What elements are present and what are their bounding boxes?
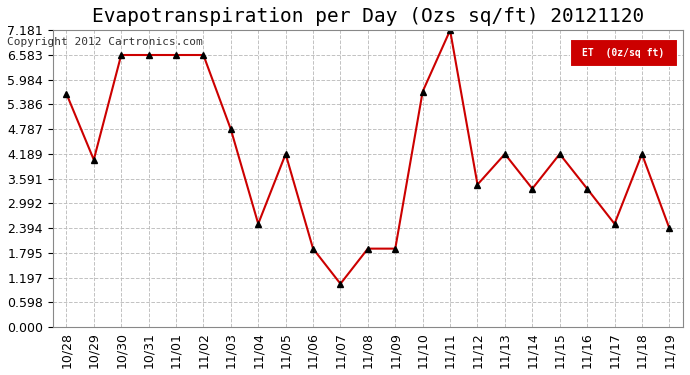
Text: Copyright 2012 Cartronics.com: Copyright 2012 Cartronics.com <box>7 37 203 47</box>
Title: Evapotranspiration per Day (Ozs sq/ft) 20121120: Evapotranspiration per Day (Ozs sq/ft) 2… <box>92 7 644 26</box>
